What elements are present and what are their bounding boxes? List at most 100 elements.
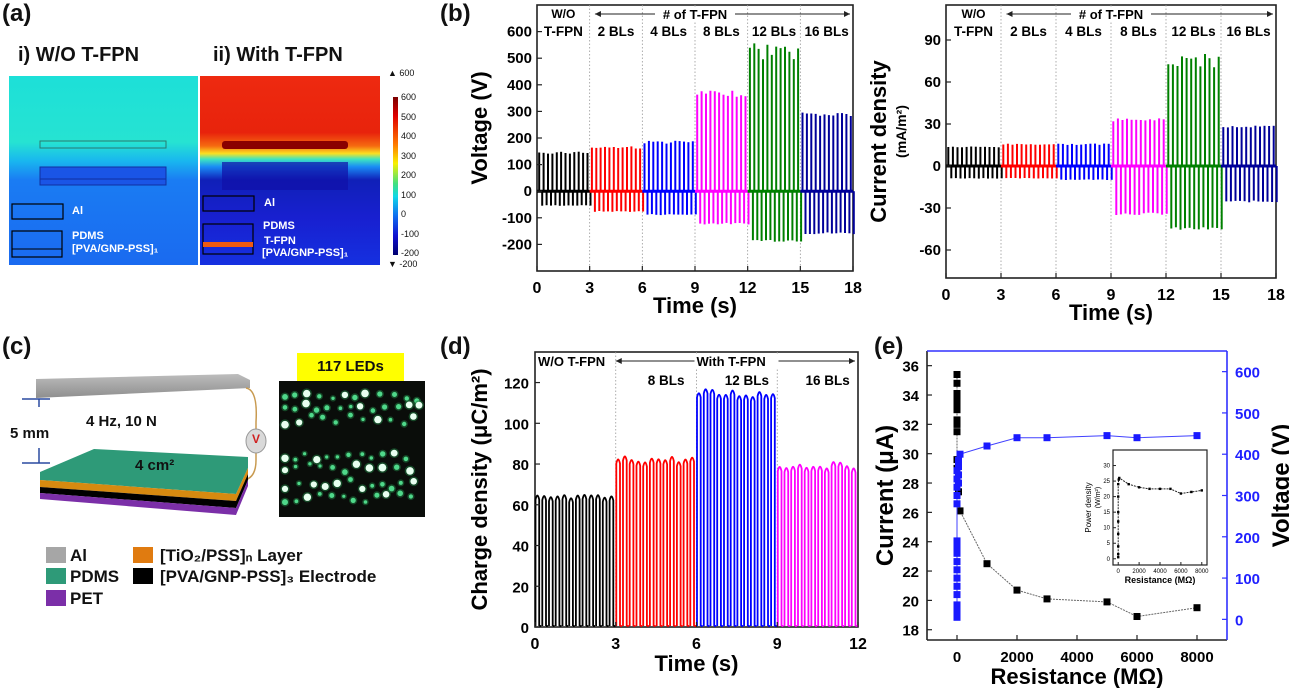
series-8-bls <box>695 90 750 225</box>
inset-x-tick-label: 6000 <box>1174 569 1188 575</box>
annotation-arrow-label: # of T-FPN <box>663 7 727 22</box>
x-tick-label: 9 <box>691 280 700 297</box>
panel-label-a: (a) <box>2 0 32 27</box>
y2-axis-title: Voltage (V) <box>1268 424 1289 548</box>
data-point <box>953 500 961 508</box>
segment-label: 16 BLs <box>1226 24 1270 39</box>
segment-label: 16 BLs <box>805 373 849 388</box>
fem-electrode-top-left <box>39 140 167 149</box>
led-dot <box>282 394 288 400</box>
led-dot <box>330 465 335 470</box>
inset-data-point <box>1117 552 1120 556</box>
led-dot <box>378 463 387 472</box>
inset-data-point <box>1148 487 1151 491</box>
led-dot <box>303 389 311 398</box>
data-point <box>953 416 961 424</box>
data-point <box>953 467 961 475</box>
led-dot <box>392 392 397 397</box>
led-dot <box>349 404 353 409</box>
led-dot <box>282 499 288 506</box>
inset-data-point <box>1158 487 1162 491</box>
fem-bottom-stack-left <box>39 166 167 186</box>
x-tick-label: 6 <box>638 280 647 297</box>
led-dot <box>377 391 383 397</box>
led-dot <box>352 460 361 468</box>
al-top-plate <box>36 374 250 398</box>
series-2-bls <box>589 146 645 212</box>
resistance-chart: 3634323028262422201860050040030020010000… <box>872 350 1289 688</box>
data-point <box>953 475 961 483</box>
data-point <box>1133 613 1141 620</box>
inset-y-tick-label: 15 <box>1103 510 1110 516</box>
data-point <box>953 400 961 408</box>
arrow-head-right <box>1267 11 1273 17</box>
y2-tick-label: 200 <box>1235 530 1260 547</box>
legend-label-pet: PET <box>70 589 104 608</box>
colorbar <box>393 97 398 255</box>
y-tick-label: 300 <box>507 103 532 120</box>
legend-swatch-pet <box>46 590 66 606</box>
panel-label-b: (b) <box>440 0 471 27</box>
data-point <box>953 605 961 613</box>
pdms-layer <box>40 449 248 494</box>
led-dot <box>406 467 414 475</box>
panel-label-e: (e) <box>874 333 904 360</box>
legend-box-pdms-right <box>202 223 254 255</box>
data-point <box>955 471 962 479</box>
fem-label-electrode-right: [PVA/GNP-PSS]₁ <box>262 247 349 259</box>
y-tick-label: 100 <box>507 157 532 174</box>
data-point <box>953 591 961 599</box>
led-dot <box>325 455 329 459</box>
led-dot <box>346 452 351 457</box>
fem-label-al-right: Al <box>264 197 275 209</box>
inset-y-axis-unit: (W/m²) <box>1095 487 1102 508</box>
led-dot <box>308 462 312 466</box>
charge-density-chart: 120 100 80 60 40 20 00 3 6 9 12 Time (s) Charge dens… <box>467 351 867 676</box>
arrow-head-left <box>1006 11 1013 17</box>
x-axis-title: Resistance (MΩ) <box>991 664 1164 688</box>
led-dot <box>293 464 298 469</box>
x-tick-label: 6000 <box>1120 649 1153 666</box>
series-16-bls <box>776 461 858 627</box>
segment-label: 8 BLs <box>703 24 740 39</box>
series-w-o-t-fpn <box>534 494 616 627</box>
annotation-arrow-label: # of T-FPN <box>1079 7 1143 22</box>
segment-label: 8 BLs <box>648 373 685 388</box>
data-point <box>953 371 961 378</box>
y-tick-label: 24 <box>902 535 919 552</box>
y-tick-label: 30 <box>924 116 941 133</box>
led-dot <box>293 457 298 462</box>
voltmeter-icon <box>245 428 267 454</box>
data-point <box>1013 586 1021 594</box>
x-tick-label: 12 <box>739 280 757 297</box>
led-dot <box>359 485 366 492</box>
data-point <box>955 463 962 471</box>
segment-label: 16 BLs <box>805 24 849 39</box>
segment-label: 8 BLs <box>1120 24 1157 39</box>
series-voltage <box>953 432 1201 621</box>
data-point <box>953 390 961 397</box>
colorbar-tick: -200 <box>401 248 420 258</box>
inset-y-tick-label: 5 <box>1107 541 1111 547</box>
led-dot <box>390 449 398 457</box>
inset-data-point <box>1169 487 1172 491</box>
y2-tick-label: 400 <box>1235 447 1260 464</box>
fem-title-with: ii) With T-FPN <box>213 44 343 66</box>
y-tick-label: 60 <box>512 498 529 515</box>
x-tick-label: 12 <box>849 636 867 653</box>
y-tick-label: 20 <box>902 593 919 610</box>
y-axis-title: Voltage (V) <box>467 71 492 184</box>
annotation-bg <box>655 7 735 21</box>
fem-title-without: i) W/O T-FPN <box>18 44 140 66</box>
led-dot <box>303 452 307 456</box>
led-dot <box>292 406 298 412</box>
inset-data-point <box>1117 532 1120 536</box>
led-dot <box>282 405 288 410</box>
inset-data-point <box>1137 486 1141 489</box>
legend-label-al: Al <box>70 546 87 565</box>
y-tick-label: 200 <box>507 130 532 147</box>
data-point <box>953 609 961 617</box>
fem-label-al-left: Al <box>72 205 83 217</box>
led-dot <box>408 494 413 499</box>
inset-x-tick-label: 4000 <box>1153 569 1167 575</box>
